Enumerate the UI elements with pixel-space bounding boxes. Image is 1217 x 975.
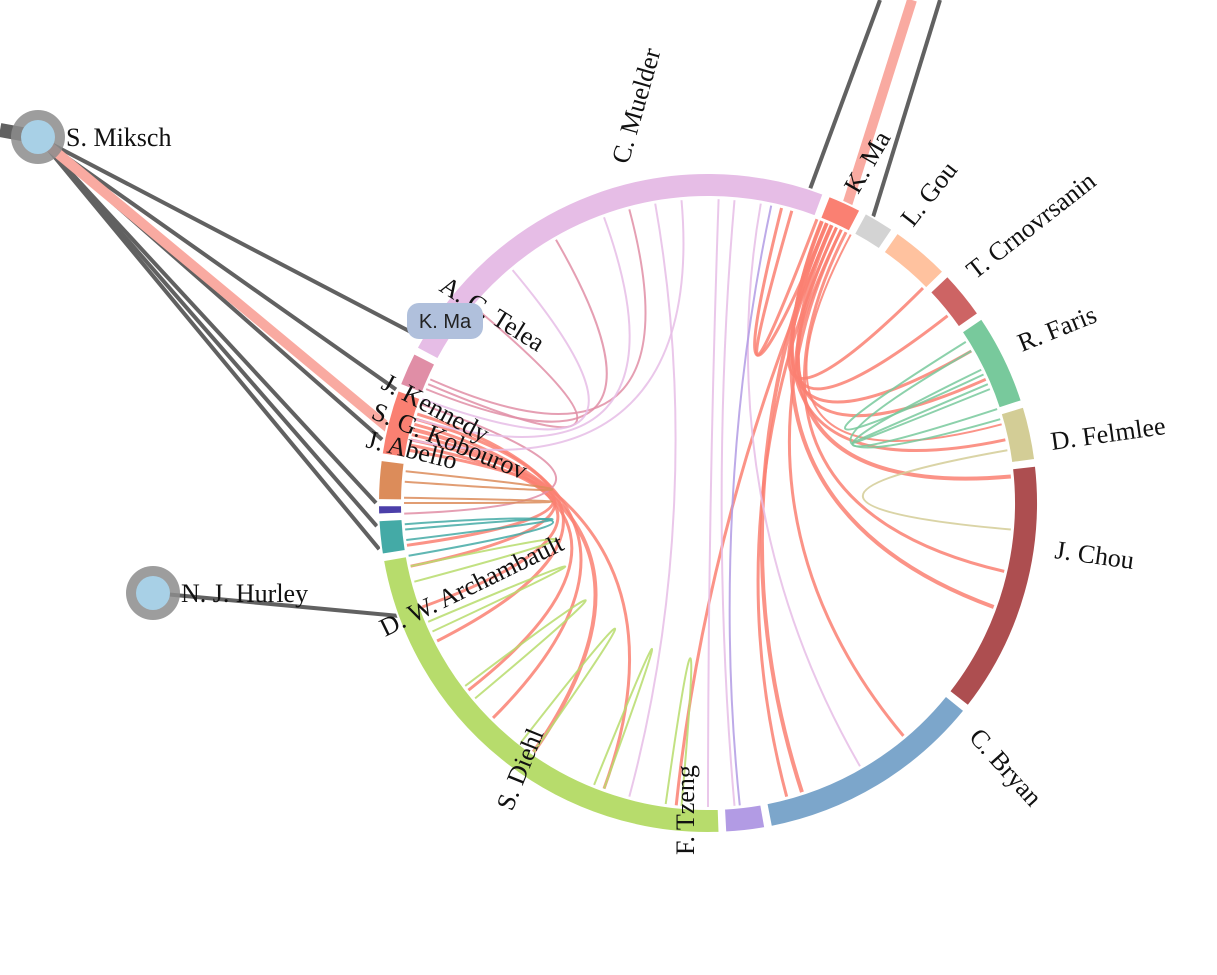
external-link-offscreen [871, 0, 942, 218]
ring-segment-s-g-kobourov[interactable] [377, 504, 404, 516]
chord-ribbon [427, 565, 567, 633]
ring-segment-k-ma[interactable] [818, 194, 862, 233]
chord-ribbon [410, 538, 558, 583]
segment-label: C. Muelder [606, 44, 667, 166]
chord-ribbon [794, 229, 949, 391]
chord-ribbon [410, 200, 685, 451]
chord-ribbon [425, 239, 608, 423]
ring-segment-l-gou[interactable] [852, 211, 894, 251]
chord-ribbon [416, 412, 583, 720]
chord-ribbon [415, 417, 565, 643]
chord-ribbon [412, 427, 598, 754]
node-label-n-j-hurley: N. J. Hurley [181, 579, 308, 608]
external-link-highlight [34, 133, 394, 434]
chord-ribbon [851, 383, 991, 445]
external-link [36, 135, 381, 551]
segment-label: J. Chou [1053, 535, 1136, 575]
chord-ribbon [409, 443, 560, 609]
chord-ribbon [787, 229, 905, 737]
chord-ribbon [862, 449, 1011, 531]
chord-ribbon [404, 403, 558, 515]
ring-segment-a-c-telea[interactable] [398, 351, 437, 395]
external-link [36, 135, 398, 392]
external-link [37, 135, 422, 339]
ring-segment-f-tzeng[interactable] [765, 694, 966, 829]
hover-tooltip: K. Ma [407, 303, 483, 339]
chord-ribbon [843, 341, 984, 431]
chord-ribbon [747, 203, 861, 767]
tooltip-text: K. Ma [419, 311, 472, 333]
chord-ribbon [707, 199, 720, 808]
chord-ribbon [403, 496, 553, 504]
chord-ribbons [403, 199, 1012, 808]
segment-label: F. Tzeng [671, 765, 700, 855]
chord-ribbon [421, 269, 590, 431]
chord-ribbon [753, 207, 829, 357]
ring-segment-j-chou[interactable] [999, 405, 1037, 465]
node-label-s-miksch: S. Miksch [66, 123, 171, 152]
external-link [36, 135, 378, 505]
ring-segment-j-kennedy[interactable] [377, 458, 406, 502]
chord-ribbon [404, 470, 554, 491]
segment-label: R. Faris [1013, 300, 1100, 358]
chord-ribbon [520, 627, 617, 753]
chord-ribbon [593, 647, 653, 790]
chord-ribbon [851, 368, 998, 448]
chord-ribbon [805, 234, 1002, 442]
chord-ribbon [802, 231, 1005, 573]
chord-ribbon [628, 203, 677, 797]
chord-ribbon [411, 433, 574, 692]
node-n-j-hurley[interactable]: N. J. Hurley [126, 566, 308, 620]
external-link-offscreen [808, 0, 882, 190]
tooltip-bg [407, 303, 483, 339]
external-link-highlight [842, 0, 917, 206]
chord-ribbon [720, 200, 736, 806]
external-links [0, 0, 942, 618]
chord-ribbon [790, 220, 1006, 453]
chord-ribbon [728, 205, 773, 806]
chord-ribbon [849, 350, 1001, 449]
ring-segment-c-muelder[interactable] [415, 172, 825, 361]
chord-ribbon [405, 517, 554, 542]
chord-ribbon [464, 599, 587, 700]
segment-label: D. Felmlee [1049, 411, 1167, 456]
node-dot [21, 120, 55, 154]
node-dot [136, 576, 170, 610]
chord-ribbon [664, 657, 693, 806]
chord-ribbon [404, 517, 554, 557]
ring-segment-d-w-archambault[interactable] [381, 554, 721, 834]
segment-label: C. Bryan [964, 723, 1048, 812]
chord-ribbon [787, 224, 925, 380]
ring-segment-s-diehl[interactable] [722, 803, 767, 834]
ring-arcs [377, 172, 1039, 834]
chord-ribbon [415, 216, 631, 438]
ring-segment-t-crnovrsanin[interactable] [882, 231, 945, 290]
segment-label: T. Crnovrsanin [961, 166, 1101, 285]
segment-label: K. Ma [838, 126, 897, 198]
external-link [36, 135, 379, 528]
chord-ribbon [790, 222, 973, 404]
ring-segment-c-bryan[interactable] [947, 464, 1039, 708]
ring-segment-d-felmlee[interactable] [960, 317, 1024, 410]
segment-label: L. Gou [895, 156, 963, 232]
chord-ribbon [427, 306, 579, 429]
ring-segment-j-abello[interactable] [377, 517, 407, 556]
ring-segment-r-faris[interactable] [928, 274, 980, 329]
external-link [152, 591, 399, 618]
node-s-miksch[interactable]: S. Miksch [11, 110, 171, 164]
ring-segment-k-ma[interactable] [380, 388, 422, 459]
chord-ribbon [406, 448, 555, 547]
chord-ribbon [796, 224, 1012, 481]
